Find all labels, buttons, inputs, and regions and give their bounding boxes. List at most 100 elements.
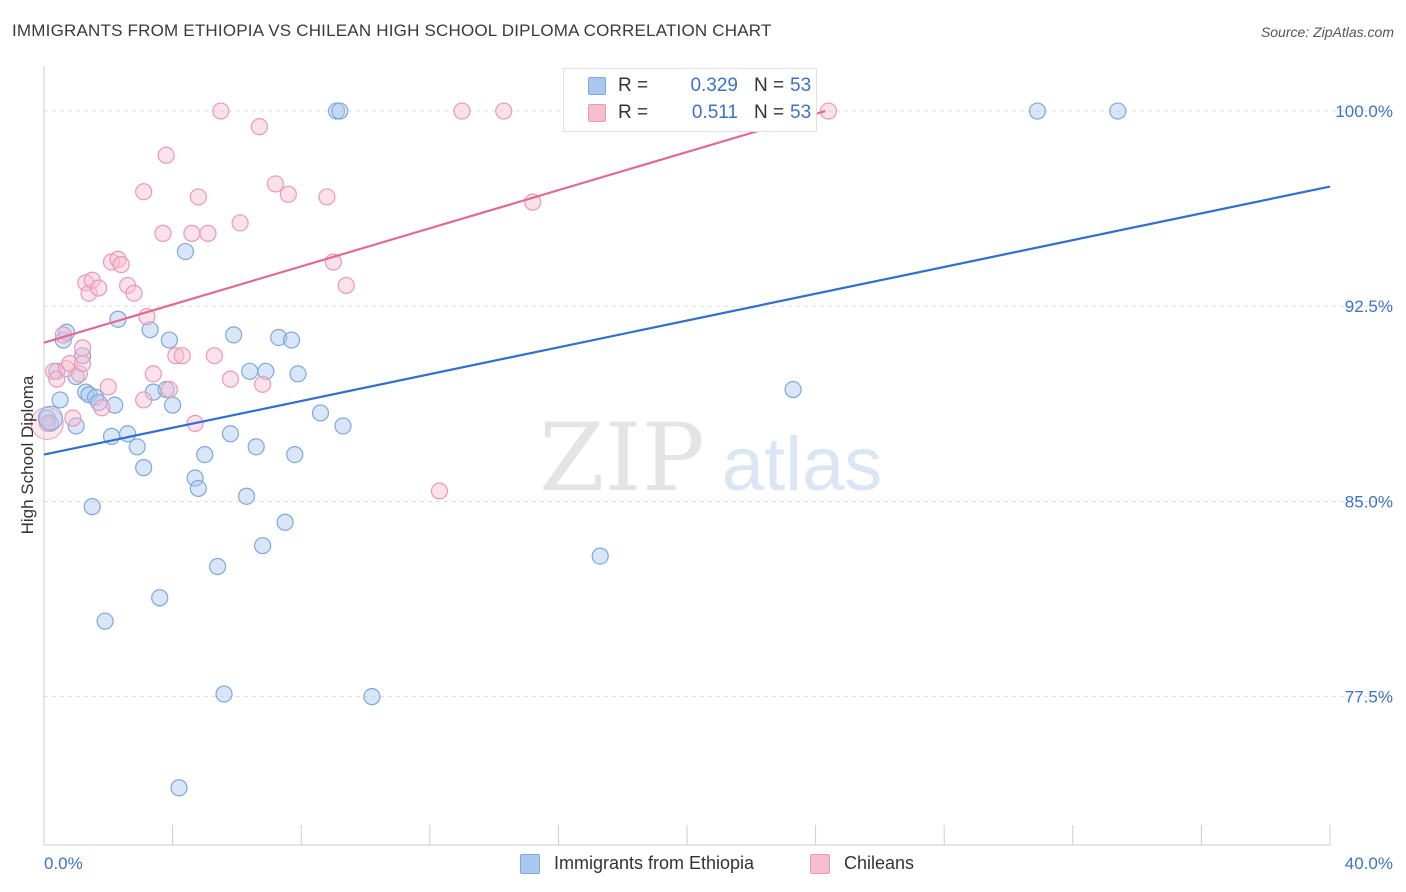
legend-n-label: N = [754, 75, 785, 96]
chileans-point [453, 102, 471, 120]
ethiopia-point [257, 362, 275, 380]
ethiopia-point [141, 321, 159, 339]
legend-n-label: N = [754, 102, 785, 123]
legend-r-value: 0.511 [691, 102, 738, 123]
chileans-point [221, 370, 240, 388]
grid-layer [44, 110, 1390, 698]
y-tick-label: 100.0% [1335, 102, 1393, 121]
chart-title: IMMIGRANTS FROM ETHIOPIA VS CHILEAN HIGH… [12, 21, 772, 40]
chileans-point [57, 360, 76, 378]
legend-r-label: R = [618, 102, 649, 123]
legend-r-value: 0.329 [690, 75, 738, 96]
chileans-point [90, 279, 108, 297]
chileans-trendline [43, 109, 826, 344]
chileans-point [430, 482, 449, 500]
chileans-point [173, 347, 191, 365]
y-tick-label: 85.0% [1345, 492, 1393, 511]
chileans-point [231, 214, 249, 232]
y-tick-label: 92.5% [1345, 297, 1393, 316]
x-tick-label-min: 0.0% [44, 854, 83, 873]
legend-label-ethiopia: Immigrants from Ethiopia [554, 853, 755, 873]
chileans-point [250, 118, 269, 136]
chileans-point [99, 378, 117, 396]
labels-layer: 77.5% 85.0% 92.5% 100.0% 0.0% 40.0% High Schoo… [18, 102, 1393, 873]
ethiopia-point [106, 396, 124, 414]
chileans-point [189, 188, 207, 206]
points-layer [30, 102, 1127, 797]
legend-swatch-ethiopia [520, 854, 540, 874]
ethiopia-point [38, 409, 56, 427]
chileans-point [157, 146, 175, 164]
ethiopia-point [286, 445, 304, 464]
ethiopia-point [1109, 102, 1127, 120]
legend-n-value: 53 [790, 102, 812, 123]
ethiopia-point [86, 388, 105, 406]
chileans-point [819, 102, 838, 120]
ethiopia-point [247, 438, 265, 456]
chileans-point [154, 224, 172, 242]
ethiopia-point [276, 513, 294, 531]
ethiopia-point [241, 362, 259, 380]
ethiopia-point [176, 242, 195, 261]
ethiopia-point [164, 396, 182, 414]
chileans-point [212, 102, 230, 120]
legend-r-label: R = [618, 75, 649, 96]
chileans-point [337, 276, 355, 295]
ethiopia-point [1028, 102, 1047, 120]
ethiopia-point [186, 469, 204, 487]
ethiopia-point [334, 417, 352, 435]
ethiopia-point [151, 589, 169, 607]
chileans-point [160, 380, 178, 399]
ethiopia-point [196, 445, 214, 464]
ethiopia-point [215, 685, 233, 703]
ethiopia-point [237, 487, 256, 505]
ethiopia-point [189, 479, 207, 498]
ethiopia-point [282, 331, 301, 349]
chileans-point [135, 391, 153, 409]
chileans-point [318, 188, 336, 206]
chileans-point [73, 339, 92, 357]
legend-swatch-ethiopia [588, 77, 606, 95]
ethiopia-trendline [43, 185, 1331, 456]
chileans-point [135, 183, 153, 201]
watermark-atlas: atlas [722, 422, 883, 507]
ethiopia-point [170, 779, 188, 797]
ethiopia-point [96, 612, 114, 630]
chileans-point [279, 185, 297, 203]
y-axis-title: High School Diploma [18, 375, 37, 534]
chileans-point [125, 284, 143, 302]
chileans-point [254, 375, 272, 393]
chileans-point [205, 347, 223, 365]
chileans-point [70, 365, 88, 383]
chileans-point [93, 399, 111, 417]
ethiopia-point [311, 404, 330, 422]
ethiopia-point [209, 557, 227, 576]
chileans-point [112, 255, 130, 274]
ethiopia-point [591, 547, 609, 565]
ethiopia-point [51, 391, 69, 409]
x-tick-label-max: 40.0% [1345, 854, 1393, 873]
ethiopia-point [83, 498, 101, 516]
chileans-point [167, 347, 185, 365]
legend-label-chileans: Chileans [844, 853, 915, 873]
y-tick-label: 77.5% [1345, 688, 1393, 707]
ethiopia-point [77, 383, 95, 401]
ethiopia-point [128, 438, 146, 456]
legend-swatch-chileans [588, 104, 606, 122]
ethiopia-point [254, 537, 272, 555]
chileans-point [144, 365, 162, 383]
axes-layer [43, 66, 1331, 846]
ethiopia-point [331, 102, 349, 120]
ethiopia-point [225, 326, 243, 344]
ethiopia-point [221, 425, 240, 443]
watermark: ZIP atlas [539, 404, 882, 513]
legend-n-value: 53 [790, 75, 812, 96]
ethiopia-point [363, 688, 381, 706]
chileans-point [266, 175, 285, 193]
ethiopia-point [289, 365, 307, 383]
legend-swatch-chileans [810, 854, 830, 874]
chileans-point [64, 409, 82, 427]
ethiopia-point [270, 328, 288, 347]
source-label: Source: ZipAtlas.com [1260, 24, 1394, 40]
